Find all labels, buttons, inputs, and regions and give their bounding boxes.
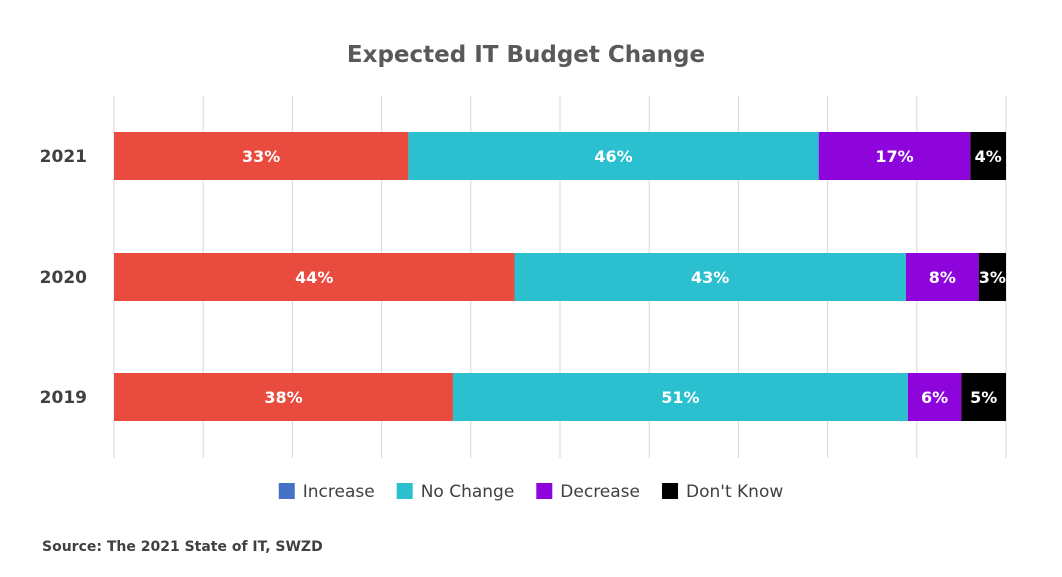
y-axis-tick-labels: 2021 2020 2019 xyxy=(40,147,87,408)
bar-segment-2021-decrease xyxy=(818,132,971,180)
legend-label: Decrease xyxy=(560,482,640,502)
y-tick-label-2021: 2021 xyxy=(40,147,87,167)
data-label: 4% xyxy=(975,147,1002,166)
legend-label: Don't Know xyxy=(686,482,783,502)
data-label: 6% xyxy=(921,388,948,407)
data-label: 17% xyxy=(875,147,913,166)
legend-swatch xyxy=(396,483,413,499)
bar-segment-2019-decrease xyxy=(907,373,962,421)
data-label: 51% xyxy=(661,388,699,407)
data-label: 44% xyxy=(295,268,333,287)
legend-item-no-change: No Change xyxy=(396,482,515,502)
data-label: 3% xyxy=(979,268,1006,287)
legend-label: No Change xyxy=(421,482,515,502)
bar-segment-2019-don-t-know xyxy=(961,373,1006,421)
bars: 33% 46% 17% 4% 44% 43% 8% 3% 38% 51% 6% 5% xyxy=(114,132,1006,421)
data-label: 43% xyxy=(691,268,729,287)
legend-label: Increase xyxy=(303,482,375,502)
bar-segment-2020-decrease xyxy=(905,253,979,301)
y-tick-label-2019: 2019 xyxy=(40,388,87,408)
bar-segment-2021-no-change xyxy=(408,132,819,180)
chart-title: Expected IT Budget Change xyxy=(347,42,705,68)
data-label: 5% xyxy=(970,388,997,407)
bar-segment-2019-increase xyxy=(114,373,453,421)
legend-swatch xyxy=(278,483,295,499)
data-label: 46% xyxy=(594,147,632,166)
legend-swatch xyxy=(662,483,679,499)
legend-item-decrease: Decrease xyxy=(536,482,640,502)
y-tick-label-2020: 2020 xyxy=(40,268,87,288)
bar-segment-2021-don-t-know xyxy=(970,132,1006,180)
bar-segment-2020-don-t-know xyxy=(978,253,1006,301)
bar-segment-2020-no-change xyxy=(514,253,906,301)
data-label: 33% xyxy=(242,147,280,166)
bar-segment-2019-no-change xyxy=(452,373,908,421)
legend-item-don-t-know: Don't Know xyxy=(662,482,783,502)
bar-segment-2020-increase xyxy=(114,253,515,301)
legend-item-increase: Increase xyxy=(278,482,375,502)
source-note: Source: The 2021 State of IT, SWZD xyxy=(42,539,323,555)
data-label: 38% xyxy=(264,388,302,407)
bar-segment-2021-increase xyxy=(114,132,409,180)
data-label: 8% xyxy=(929,268,956,287)
legend: Increase No Change Decrease Don't Know xyxy=(278,482,783,502)
legend-swatch xyxy=(536,483,553,499)
